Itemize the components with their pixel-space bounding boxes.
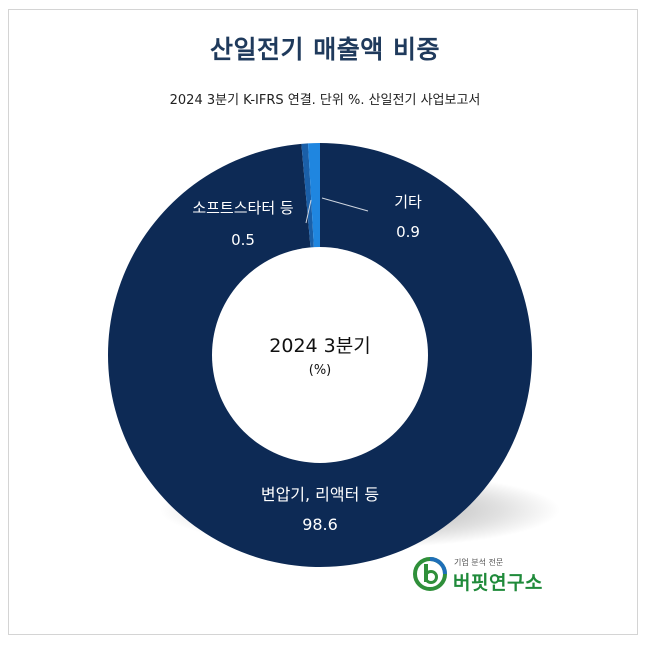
donut-hole xyxy=(212,247,428,463)
center-label: 2024 3분기 xyxy=(269,335,370,357)
chart-subtitle: 2024 3분기 K-IFRS 연결. 단위 %. 산일전기 사업보고서 xyxy=(169,93,481,108)
logo-name: 버핏연구소 xyxy=(453,572,543,594)
slice-label-soft: 소프트스타터 등 xyxy=(192,199,294,217)
leader-line-other xyxy=(321,197,369,212)
buffett-lab-logo: 기업 분석 전문 버핏연구소 xyxy=(413,555,573,595)
leader-line-soft xyxy=(305,199,312,224)
logo-tagline: 기업 분석 전문 xyxy=(454,558,504,567)
slice-value-other: 0.9 xyxy=(396,223,420,241)
slice-value-main: 98.6 xyxy=(302,515,338,534)
slice-label-main: 변압기, 리액터 등 xyxy=(261,485,379,504)
center-unit: (%) xyxy=(309,363,332,378)
slice-value-soft: 0.5 xyxy=(231,231,255,249)
slice-label-other: 기타 xyxy=(394,193,422,211)
logo-mark-icon xyxy=(413,557,447,591)
chart-title: 산일전기 매출액 비중 xyxy=(210,35,440,64)
